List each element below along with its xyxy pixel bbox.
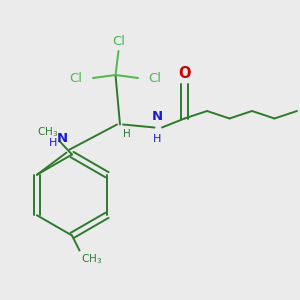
Text: N: N [56,132,68,145]
Text: Cl: Cl [70,71,83,85]
Text: CH$_3$: CH$_3$ [37,125,58,139]
Text: Cl: Cl [112,35,125,48]
Text: H: H [153,134,162,144]
Text: H: H [49,138,57,148]
Text: Cl: Cl [148,71,161,85]
Text: N: N [152,110,163,123]
Text: O: O [178,66,191,81]
Text: H: H [123,129,131,139]
Text: CH$_3$: CH$_3$ [81,252,102,266]
